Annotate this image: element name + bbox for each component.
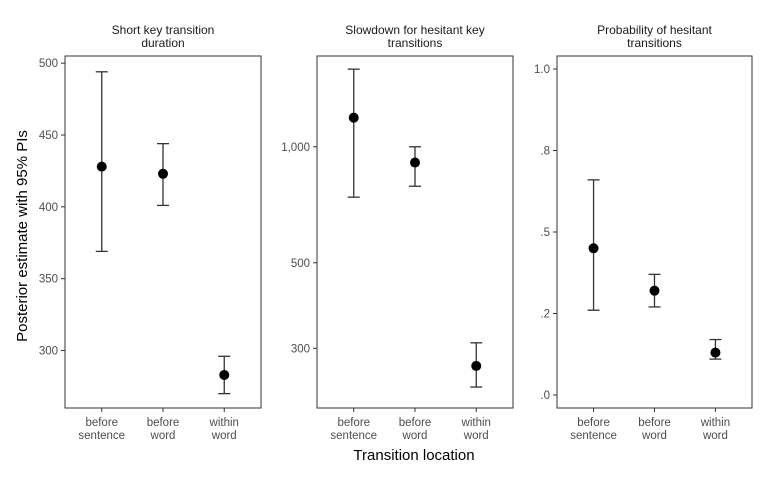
x-tick-label: within [209, 417, 239, 429]
y-tick-label: 300 [291, 343, 310, 355]
panel-border [64, 55, 262, 409]
x-tick-label: word [702, 430, 728, 442]
y-tick-label: 300 [39, 346, 58, 358]
y-tick-label: .2 [540, 308, 550, 320]
panel-border [316, 55, 514, 409]
data-point [96, 161, 107, 172]
x-tick-label: sentence [570, 430, 617, 442]
y-tick-label: 450 [39, 130, 58, 142]
y-axis-title: Posterior estimate with 95% PIs [14, 130, 31, 342]
x-tick-label: word [463, 430, 489, 442]
y-tick-label: 1.0 [534, 64, 550, 76]
x-tick-label: before [85, 417, 118, 429]
y-tick-label: .8 [540, 146, 550, 158]
y-tick-label: 400 [39, 202, 58, 214]
y-tick-label: .0 [540, 390, 550, 402]
y-tick-label: 500 [39, 58, 58, 70]
x-tick-label: within [461, 417, 491, 429]
x-tick-label: sentence [330, 430, 377, 442]
x-tick-label: before [147, 417, 180, 429]
x-tick-label: within [700, 417, 730, 429]
panel-title: Slowdown for hesitant key [345, 23, 484, 37]
data-point [410, 157, 420, 168]
data-point [588, 243, 599, 254]
x-tick-label: word [402, 430, 428, 442]
y-tick-label: 350 [39, 274, 58, 286]
x-tick-label: before [638, 417, 671, 429]
panel-title: Short key transition [112, 23, 215, 37]
panel-border [556, 55, 753, 409]
data-point [649, 285, 660, 296]
data-point [219, 369, 230, 380]
panel-title: transitions [627, 36, 682, 50]
data-point [348, 112, 359, 123]
panel-title: Probability of hesitant [597, 23, 712, 37]
panel-title: transitions [388, 36, 443, 50]
data-point [471, 360, 482, 371]
y-tick-label: 1,000 [281, 142, 310, 154]
x-tick-label: word [211, 430, 237, 442]
x-tick-label: before [337, 417, 370, 429]
x-tick-label: word [150, 430, 176, 442]
x-tick-label: word [641, 430, 667, 442]
y-tick-label: .5 [540, 227, 550, 239]
x-tick-label: before [399, 417, 432, 429]
panel-title: duration [141, 36, 184, 50]
x-tick-label: before [577, 417, 610, 429]
x-axis-title: Transition location [353, 447, 474, 464]
data-point [158, 168, 168, 179]
data-point [710, 347, 721, 358]
x-tick-label: sentence [78, 430, 125, 442]
y-tick-label: 500 [291, 258, 310, 270]
